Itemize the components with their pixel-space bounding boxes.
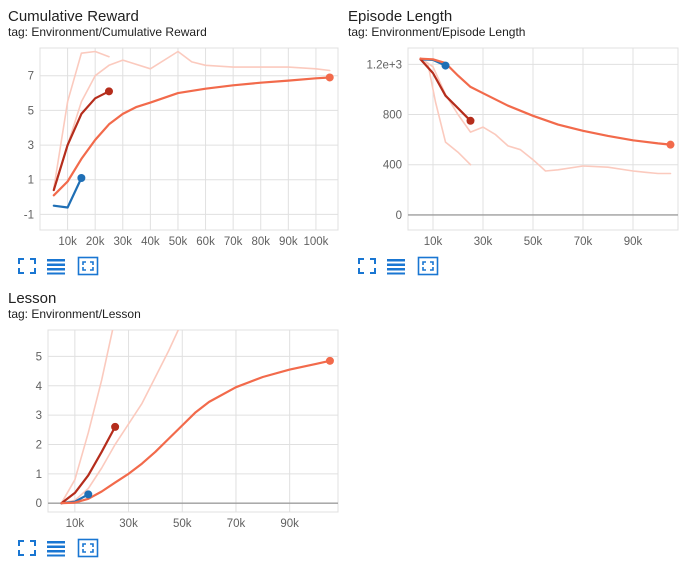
expand-chart-button[interactable] bbox=[77, 538, 99, 558]
x-tick-label: 90k bbox=[280, 518, 299, 530]
x-tick-label: 90k bbox=[279, 236, 298, 248]
toggle-log-scale-button[interactable] bbox=[45, 256, 67, 276]
chart-plot-episode-length[interactable]: 10k 30k 50k 70k 90k 0 400 800 1.2e+3 bbox=[348, 8, 683, 248]
x-tick-label: 30k bbox=[114, 236, 133, 248]
fit-domain-button[interactable] bbox=[16, 256, 38, 276]
chart-card-lesson: Lesson tag: Environment/Lesson 10k 30k 50k… bbox=[8, 290, 343, 562]
x-tick-label: 30k bbox=[119, 518, 138, 530]
raw-series-line bbox=[60, 330, 114, 504]
y-tick-label: 4 bbox=[36, 381, 43, 393]
x-tick-label: 10k bbox=[424, 236, 443, 248]
series-line bbox=[52, 76, 331, 197]
x-tick-label: 20k bbox=[86, 236, 105, 248]
x-tick-label: 90k bbox=[624, 236, 643, 248]
x-tick-label: 70k bbox=[574, 236, 593, 248]
chart-plot-lesson[interactable]: 10k 30k 50k 70k 90k 0 1 2 3 4 5 bbox=[8, 290, 343, 530]
toggle-log-scale-button[interactable] bbox=[385, 256, 407, 276]
y-tick-label: 1 bbox=[36, 469, 42, 481]
y-tick-label: 400 bbox=[383, 160, 402, 172]
y-tick-label: 3 bbox=[28, 140, 34, 152]
x-tick-label: 60k bbox=[196, 236, 215, 248]
x-tick-label: 10k bbox=[66, 518, 85, 530]
y-tick-label: 1.2e+3 bbox=[367, 59, 403, 71]
chart-tag: tag: Environment/Cumulative Reward bbox=[8, 25, 207, 39]
expand-chart-icon bbox=[77, 538, 99, 558]
chart-title: Episode Length bbox=[348, 8, 453, 25]
chart-card-cumulative-reward: Cumulative Reward tag: Environment/Cumul… bbox=[8, 8, 343, 280]
x-tick-label: 30k bbox=[474, 236, 493, 248]
x-tick-label: 50k bbox=[524, 236, 543, 248]
series-end-marker[interactable] bbox=[84, 490, 93, 499]
expand-chart-icon bbox=[417, 256, 439, 276]
raw-series-line bbox=[52, 50, 331, 190]
plot-frame bbox=[47, 329, 339, 513]
series-line bbox=[60, 359, 331, 505]
plot-frame bbox=[407, 47, 679, 231]
series-line bbox=[52, 176, 83, 209]
chart-title: Lesson bbox=[8, 290, 57, 307]
fit-domain-icon bbox=[18, 540, 36, 556]
raw-series-line bbox=[60, 330, 180, 504]
y-tick-label: 7 bbox=[28, 71, 34, 83]
expand-chart-button[interactable] bbox=[77, 256, 99, 276]
series-end-marker[interactable] bbox=[104, 87, 113, 96]
chart-tag: tag: Environment/Lesson bbox=[8, 307, 141, 321]
y-tick-label: 5 bbox=[36, 351, 42, 363]
x-tick-label: 70k bbox=[224, 236, 243, 248]
y-tick-label: 0 bbox=[36, 498, 42, 510]
plot-frame bbox=[39, 47, 339, 231]
series-line bbox=[52, 90, 111, 192]
series-end-marker[interactable] bbox=[77, 174, 86, 182]
raw-series-line bbox=[419, 57, 672, 175]
series-end-marker[interactable] bbox=[111, 422, 120, 431]
series-end-marker[interactable] bbox=[325, 73, 334, 82]
chart-plot-cumulative-reward[interactable]: 10k 20k 30k 40k 50k 60k 70k 80k 90k 100k -1 1 3 5 7 bbox=[8, 8, 343, 248]
y-tick-label: 0 bbox=[396, 210, 402, 222]
toggle-log-scale-icon bbox=[47, 541, 65, 557]
y-tick-label: 1 bbox=[28, 175, 34, 187]
y-tick-label: 2 bbox=[36, 439, 42, 451]
chart-title: Cumulative Reward bbox=[8, 8, 139, 25]
raw-series-line bbox=[52, 50, 110, 190]
y-tick-label: 800 bbox=[383, 110, 402, 122]
y-tick-label: 5 bbox=[28, 105, 34, 117]
series-end-marker[interactable] bbox=[466, 116, 475, 125]
series-line bbox=[60, 425, 117, 505]
raw-series-line bbox=[419, 57, 472, 166]
series-end-marker[interactable] bbox=[441, 61, 450, 70]
series-end-marker[interactable] bbox=[325, 356, 334, 365]
x-tick-label: 80k bbox=[251, 236, 270, 248]
chart-tag: tag: Environment/Episode Length bbox=[348, 25, 526, 39]
x-tick-label: 100k bbox=[303, 236, 328, 248]
fit-domain-button[interactable] bbox=[16, 538, 38, 558]
fit-domain-button[interactable] bbox=[356, 256, 378, 276]
toggle-log-scale-icon bbox=[47, 259, 65, 275]
toggle-log-scale-icon bbox=[387, 259, 405, 275]
y-tick-label: 3 bbox=[36, 410, 42, 422]
x-tick-label: 10k bbox=[58, 236, 77, 248]
fit-domain-icon bbox=[18, 258, 36, 274]
chart-card-episode-length: Episode Length tag: Environment/Episode … bbox=[348, 8, 683, 280]
expand-chart-button[interactable] bbox=[417, 256, 439, 276]
fit-domain-icon bbox=[358, 258, 376, 274]
x-tick-label: 40k bbox=[141, 236, 160, 248]
x-tick-label: 50k bbox=[169, 236, 188, 248]
series-line bbox=[419, 58, 472, 122]
y-tick-label: -1 bbox=[24, 209, 34, 221]
expand-chart-icon bbox=[77, 256, 99, 276]
toggle-log-scale-button[interactable] bbox=[45, 538, 67, 558]
series-end-marker[interactable] bbox=[666, 140, 675, 149]
x-tick-label: 50k bbox=[173, 518, 192, 530]
x-tick-label: 70k bbox=[227, 518, 246, 530]
